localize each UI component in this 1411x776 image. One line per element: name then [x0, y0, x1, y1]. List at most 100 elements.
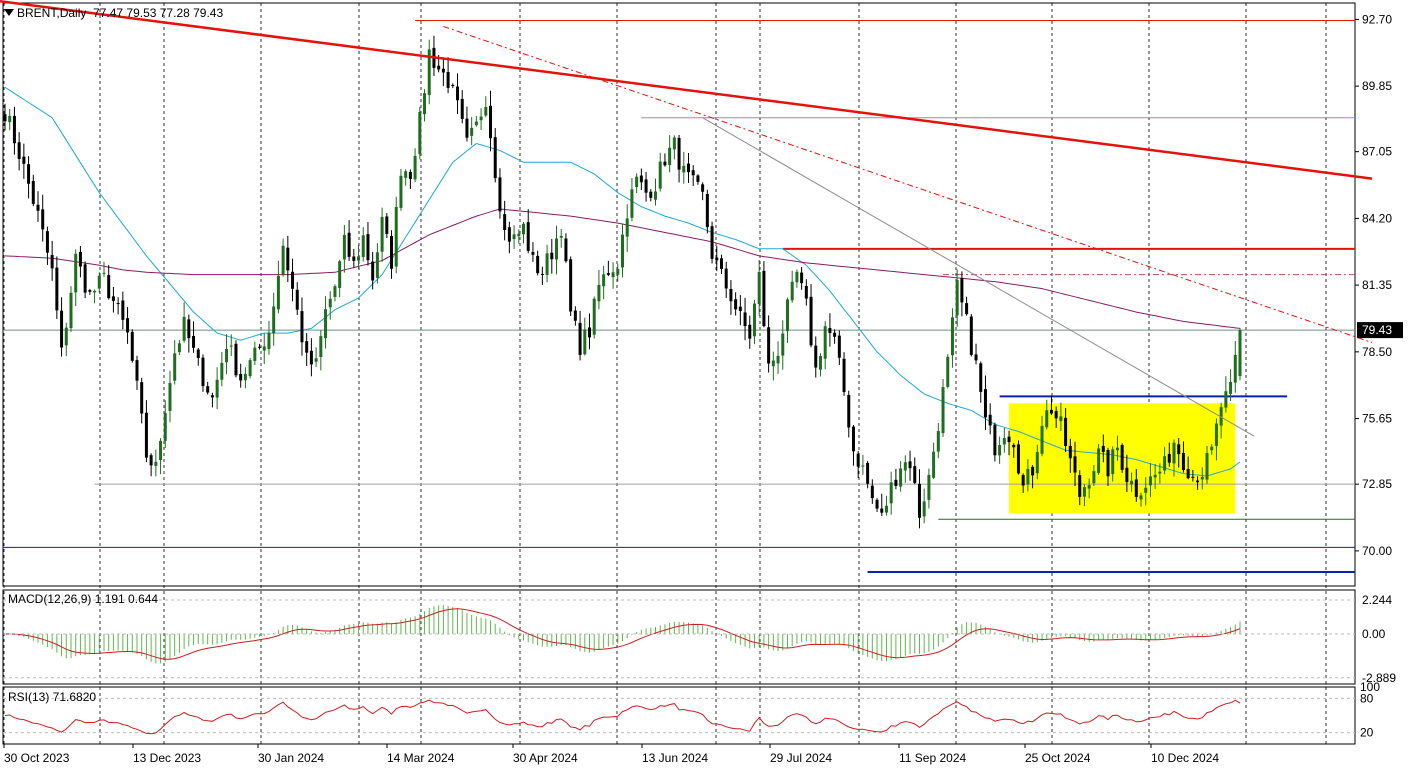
candle-body — [276, 275, 280, 310]
dropdown-triangle-icon[interactable] — [4, 9, 14, 16]
candle — [489, 90, 493, 152]
candle-body — [625, 218, 629, 237]
candle — [493, 128, 497, 183]
price-tick-label: 75.65 — [1362, 412, 1392, 426]
candle — [875, 498, 879, 512]
candle-body — [847, 394, 851, 428]
candle — [635, 173, 639, 194]
candle-body — [630, 189, 634, 218]
candle — [889, 471, 893, 515]
candle — [121, 291, 125, 330]
candle-body — [272, 306, 276, 334]
candle — [1021, 473, 1025, 493]
candle — [776, 341, 780, 374]
macd-tick-label: -2.889 — [1362, 671, 1396, 685]
candle — [107, 265, 111, 300]
candle-body — [111, 296, 115, 301]
candle — [1125, 454, 1129, 492]
candle-body — [1224, 391, 1228, 408]
candle — [795, 269, 799, 288]
candle — [78, 246, 82, 278]
macd-pane: 2.244 0.00 -2.889 — [3, 593, 1396, 685]
candle-body — [22, 156, 26, 164]
candle — [474, 116, 478, 127]
date-tick-label: 11 Sep 2024 — [899, 751, 966, 765]
candle-body — [790, 281, 794, 301]
candle — [979, 361, 983, 403]
candle — [93, 289, 97, 304]
symbol-header[interactable]: BRENT,Daily 77.47 79.53 77.28 79.43 — [4, 6, 223, 20]
candle — [371, 251, 375, 290]
candle — [955, 269, 959, 327]
candle — [333, 284, 337, 302]
candle — [328, 291, 332, 320]
candle-body — [884, 505, 888, 513]
candle-body — [1186, 469, 1190, 479]
candle-body — [875, 499, 879, 509]
candle — [55, 256, 59, 320]
candle — [305, 333, 309, 367]
candle-body — [1134, 479, 1138, 497]
candle-body — [1012, 444, 1016, 448]
candle-body — [913, 466, 917, 483]
candle — [1012, 443, 1016, 458]
candle-body — [333, 286, 337, 297]
candle — [352, 248, 356, 268]
candle-body — [300, 311, 304, 343]
candle — [950, 308, 954, 368]
candle-body — [1191, 476, 1195, 478]
candle — [1026, 459, 1030, 492]
candle-body — [352, 256, 356, 261]
candle-body — [729, 288, 733, 302]
candle — [12, 106, 16, 155]
candle — [913, 457, 917, 485]
candle — [757, 259, 761, 316]
candle — [50, 240, 54, 281]
candle — [470, 117, 474, 146]
candle — [60, 297, 64, 357]
candle — [220, 351, 224, 387]
candle — [234, 340, 238, 378]
candle-body — [1002, 437, 1006, 445]
candle-body — [578, 322, 582, 355]
candle-body — [696, 175, 700, 182]
candle — [88, 288, 92, 295]
candle-body — [1064, 417, 1068, 446]
candle — [366, 222, 370, 266]
candle — [927, 468, 931, 509]
sma50-line — [4, 86, 1241, 477]
candle — [960, 271, 964, 317]
candle-body — [328, 298, 332, 308]
candle — [512, 225, 516, 249]
candle — [1153, 464, 1157, 490]
candle — [545, 244, 549, 283]
candle-body — [135, 360, 139, 381]
price-tick-label: 84.20 — [1362, 211, 1392, 225]
candle — [267, 320, 271, 355]
candle-body — [121, 300, 125, 320]
candle — [111, 286, 115, 313]
candle — [399, 169, 403, 211]
candle-body — [564, 238, 568, 262]
candle — [342, 224, 346, 273]
candle-body — [484, 106, 488, 116]
candle — [837, 330, 841, 365]
candle-body — [97, 275, 101, 289]
candle-body — [672, 137, 676, 150]
candle-body — [479, 116, 483, 121]
candle — [894, 468, 898, 490]
candle-body — [573, 310, 577, 321]
candle-body — [78, 251, 82, 267]
candle-body — [927, 474, 931, 500]
candle-body — [291, 271, 295, 289]
candle — [423, 89, 427, 122]
candle — [809, 284, 813, 348]
candle — [196, 347, 200, 366]
candle-body — [531, 251, 535, 255]
candle-body — [804, 285, 808, 299]
candle-body — [851, 426, 855, 452]
candle — [880, 493, 884, 517]
